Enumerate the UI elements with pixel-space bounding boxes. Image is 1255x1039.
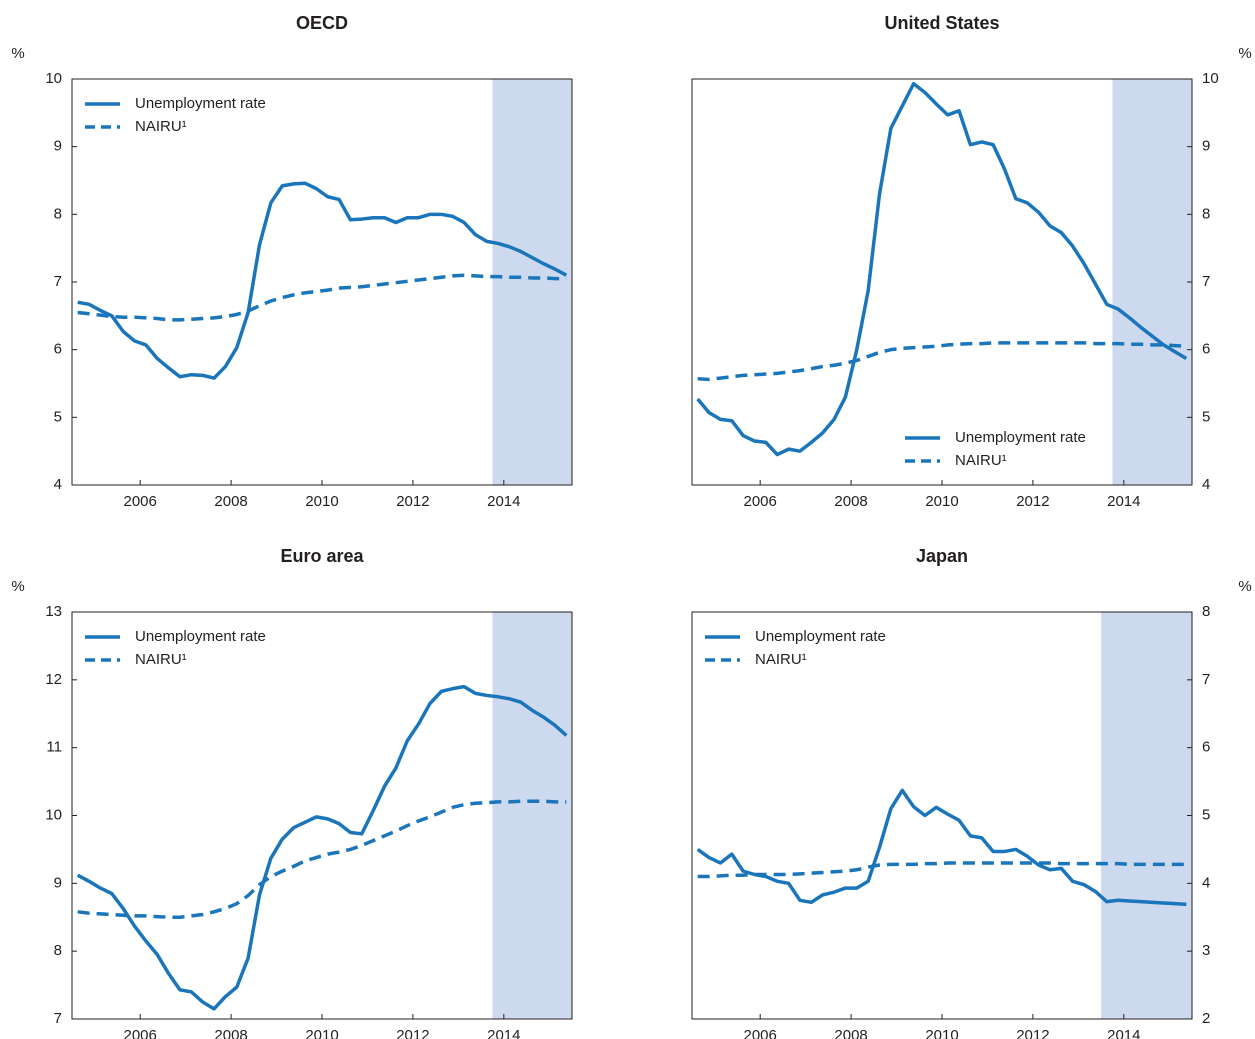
series-line xyxy=(76,684,568,1011)
y-tick-label: 5 xyxy=(1202,806,1210,823)
y-tick-label: 6 xyxy=(1202,739,1210,756)
legend-label: NAIRU¹ xyxy=(755,651,807,668)
y-tick-label: 10 xyxy=(45,70,62,87)
x-tick-label: 2010 xyxy=(925,493,958,510)
y-tick-label: 8 xyxy=(54,205,62,222)
y-axis-unit: % xyxy=(1238,45,1251,62)
y-axis-unit: % xyxy=(11,578,24,595)
y-tick-label: 9 xyxy=(1202,138,1210,155)
y-axis-unit: % xyxy=(1238,578,1251,595)
y-tick-label: 5 xyxy=(54,408,62,425)
x-tick-label: 2012 xyxy=(1016,493,1049,510)
y-tick-label: 13 xyxy=(45,603,62,620)
x-tick-label: 2014 xyxy=(487,493,520,510)
y-tick-label: 4 xyxy=(1202,476,1210,493)
x-tick-label: 2008 xyxy=(214,493,247,510)
x-tick-label: 2006 xyxy=(123,493,156,510)
x-tick-label: 2010 xyxy=(305,493,338,510)
y-tick-label: 11 xyxy=(46,739,62,756)
x-tick-label: 2014 xyxy=(1107,1027,1140,1039)
y-tick-label: 8 xyxy=(54,942,62,959)
series-line xyxy=(77,273,567,322)
panel-title: Japan xyxy=(916,546,968,566)
y-tick-label: 7 xyxy=(54,273,62,290)
y-tick-label: 5 xyxy=(1202,408,1210,425)
y-tick-label: 7 xyxy=(54,1010,62,1027)
plot-frame xyxy=(71,78,573,486)
x-tick-label: 2006 xyxy=(743,493,776,510)
y-tick-label: 9 xyxy=(54,138,62,155)
y-tick-label: 12 xyxy=(45,671,62,688)
series-line xyxy=(77,181,568,380)
x-tick-label: 2012 xyxy=(1016,1027,1049,1039)
y-tick-label: 8 xyxy=(1202,603,1210,620)
legend-label: Unemployment rate xyxy=(755,628,886,645)
y-tick-label: 9 xyxy=(54,874,62,891)
y-tick-label: 10 xyxy=(45,806,62,823)
legend-label: Unemployment rate xyxy=(955,429,1086,446)
x-tick-label: 2006 xyxy=(123,1027,156,1039)
panel-title: Euro area xyxy=(280,546,364,566)
projection-shade xyxy=(1101,612,1192,1019)
y-axis-unit: % xyxy=(11,45,24,62)
y-tick-label: 6 xyxy=(54,341,62,358)
plot-frame xyxy=(691,611,1193,1020)
y-tick-label: 7 xyxy=(1202,671,1210,688)
legend-label: NAIRU¹ xyxy=(135,651,187,668)
x-tick-label: 2014 xyxy=(1107,493,1140,510)
y-tick-label: 8 xyxy=(1202,205,1210,222)
legend-label: NAIRU¹ xyxy=(955,452,1007,469)
y-tick-label: 10 xyxy=(1202,70,1219,87)
legend-label: Unemployment rate xyxy=(135,628,266,645)
projection-shade xyxy=(1112,79,1192,485)
x-tick-label: 2008 xyxy=(834,1027,867,1039)
x-tick-label: 2010 xyxy=(305,1027,338,1039)
plot-frame xyxy=(71,611,573,1020)
panel-title: OECD xyxy=(296,13,348,33)
series-line xyxy=(696,788,1187,907)
y-tick-label: 4 xyxy=(1202,874,1210,891)
series-line xyxy=(697,341,1187,382)
y-tick-label: 3 xyxy=(1202,942,1210,959)
series-line xyxy=(77,799,567,919)
panel-title: United States xyxy=(884,13,999,33)
plot-frame xyxy=(691,78,1193,486)
projection-shade xyxy=(492,612,572,1019)
y-tick-label: 6 xyxy=(1202,341,1210,358)
x-tick-label: 2010 xyxy=(925,1027,958,1039)
y-tick-label: 2 xyxy=(1202,1010,1210,1027)
y-tick-label: 4 xyxy=(54,476,62,493)
y-tick-label: 7 xyxy=(1202,273,1210,290)
x-tick-label: 2008 xyxy=(214,1027,247,1039)
x-tick-label: 2006 xyxy=(743,1027,776,1039)
x-tick-label: 2012 xyxy=(396,1027,429,1039)
series-line xyxy=(696,81,1188,457)
x-tick-label: 2008 xyxy=(834,493,867,510)
x-tick-label: 2014 xyxy=(487,1027,520,1039)
legend-label: NAIRU¹ xyxy=(135,118,187,135)
x-tick-label: 2012 xyxy=(396,493,429,510)
legend-label: Unemployment rate xyxy=(135,95,266,112)
projection-shade xyxy=(492,79,572,485)
series-line xyxy=(697,861,1187,879)
